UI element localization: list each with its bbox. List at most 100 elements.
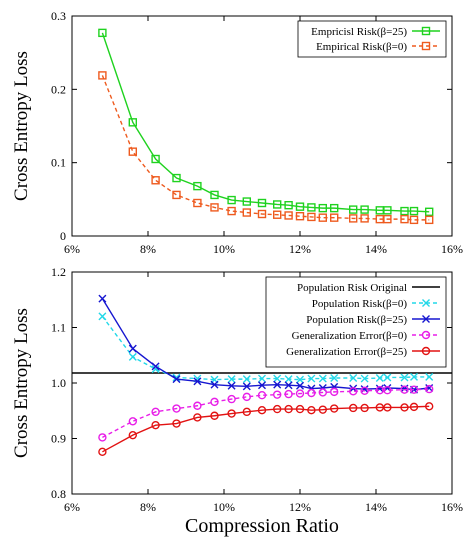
bottom-point-generalization-error-0 [128, 417, 138, 426]
top-axes: 6% 8% 10% 12% 14% 16% 0 0.1 0.2 0.3 [51, 9, 463, 256]
top-y-axis-label: Cross Entropy Loss [11, 51, 32, 201]
bottom-point-generalization-error-0 [400, 385, 409, 394]
bottom-series-line-population-risk-25 [101, 298, 430, 391]
bottom-point-generalization-error-0 [273, 390, 282, 399]
bottom-point-population-risk-25 [193, 377, 202, 386]
bottom-y-axis-label: Cross Entropy Loss [11, 308, 32, 458]
bottom-point-population-risk-0 [258, 374, 266, 383]
top-point-empirical-risk-0 [98, 71, 107, 80]
bottom-point-generalization-error-25 [210, 411, 219, 420]
top-point-empirical-risk-0 [257, 209, 267, 219]
top-point-empricisl-risk-25 [210, 190, 219, 200]
bottom-point-population-risk-25 [210, 380, 219, 389]
bottom-point-population-risk-0 [425, 372, 434, 381]
top-point-empirical-risk-0 [409, 215, 419, 225]
bottom-point-population-risk-0 [330, 374, 339, 382]
bottom-point-population-risk-0 [151, 365, 160, 374]
top-y-tick-label: 0.2 [51, 82, 66, 96]
top-point-empirical-risk-0 [295, 211, 305, 221]
top-legend-marker [421, 41, 431, 51]
bottom-point-generalization-error-25 [360, 403, 369, 413]
top-point-empricisl-risk-25 [193, 181, 202, 191]
top-x-tick-label: 6% [64, 242, 80, 256]
top-legend-box [297, 20, 447, 58]
bottom-legend-label: Generalization Error(β=0) [292, 330, 408, 342]
bottom-point-population-risk-25 [172, 375, 181, 384]
bottom-point-generalization-error-0 [284, 389, 293, 399]
bottom-legend-label: Generalization Error(β=25) [286, 346, 407, 358]
top-point-empricisl-risk-25 [330, 203, 339, 213]
top-point-empirical-risk-0 [273, 210, 282, 219]
top-point-empricisl-risk-25 [295, 202, 305, 211]
bottom-y-tick-label: 0.9 [51, 432, 66, 446]
bottom-point-population-risk-25 [273, 380, 282, 389]
bottom-point-generalization-error-25 [409, 402, 419, 412]
bottom-point-generalization-error-25 [295, 404, 305, 414]
top-point-empirical-risk-0 [210, 203, 219, 212]
bottom-point-population-risk-0 [296, 375, 304, 384]
bottom-point-generalization-error-0 [409, 385, 419, 394]
bottom-x-tick-label: 14% [365, 500, 387, 514]
bottom-y-tick-label: 1.1 [51, 321, 66, 335]
top-point-empirical-risk-0 [400, 214, 409, 224]
top-x-tick-label: 14% [365, 242, 387, 256]
bottom-point-population-risk-25 [151, 362, 160, 371]
bottom-point-generalization-error-0 [151, 407, 160, 417]
bottom-point-population-risk-25 [227, 381, 236, 390]
bottom-point-generalization-error-25 [330, 404, 339, 413]
top-point-empirical-risk-0 [227, 206, 236, 216]
top-point-empricisl-risk-25 [307, 203, 316, 212]
top-point-empricisl-risk-25 [360, 205, 369, 214]
bottom-point-population-risk-0 [242, 375, 251, 384]
top-point-empricisl-risk-25 [425, 207, 434, 217]
bottom-point-generalization-error-0 [295, 389, 305, 398]
top-point-empirical-risk-0 [128, 147, 138, 156]
top-x-tick-label: 12% [289, 242, 311, 256]
top-point-empirical-risk-0 [318, 213, 327, 222]
bottom-legend-marker [422, 299, 430, 307]
bottom-point-generalization-error-0 [307, 388, 316, 398]
bottom-point-generalization-error-25 [257, 405, 267, 415]
bottom-point-population-risk-25 [258, 381, 266, 390]
bottom-point-population-risk-0 [284, 375, 293, 384]
bottom-point-generalization-error-25 [98, 447, 107, 457]
bottom-point-generalization-error-0 [98, 433, 107, 442]
bottom-point-generalization-error-25 [349, 403, 358, 413]
bottom-point-generalization-error-0 [193, 401, 202, 410]
top-point-empricisl-risk-25 [242, 197, 252, 206]
top-point-empricisl-risk-25 [383, 206, 392, 215]
top-point-empirical-risk-0 [172, 190, 181, 200]
bottom-axes: 6% 8% 10% 12% 14% 16% 0.8 0.9 1.0 1.1 1.2 [51, 265, 463, 514]
top-point-empirical-risk-0 [425, 215, 434, 225]
bottom-point-population-risk-0 [273, 374, 282, 383]
bottom-x-tick-label: 16% [441, 500, 463, 514]
bottom-point-generalization-error-25 [242, 407, 252, 417]
bottom-point-generalization-error-25 [307, 405, 316, 415]
top-legend-marker [421, 26, 431, 36]
top-x-tick-label: 10% [213, 242, 235, 256]
top-legend-label: Empricisl Risk(β=25) [311, 26, 407, 38]
top-point-empirical-risk-0 [151, 176, 160, 185]
top-point-empirical-risk-0 [307, 212, 316, 222]
bottom-point-population-risk-25 [98, 294, 107, 303]
bottom-point-population-risk-0 [98, 312, 107, 321]
top-x-tick-label: 16% [441, 242, 463, 256]
bottom-point-population-risk-0 [400, 373, 409, 382]
bottom-legend: Population Risk Original Population Risk(… [265, 276, 447, 368]
bottom-point-population-risk-0 [383, 373, 392, 382]
bottom-point-generalization-error-0 [383, 386, 392, 395]
top-y-tick-label: 0.1 [51, 156, 66, 170]
bottom-legend-label: Population Risk(β=25) [306, 314, 407, 326]
bottom-legend-marker [422, 315, 430, 323]
bottom-point-generalization-error-25 [318, 405, 327, 414]
bottom-point-population-risk-0 [307, 374, 316, 383]
bottom-series-line-generalization-error-25 [102, 405, 430, 453]
top-point-empricisl-risk-25 [318, 203, 327, 213]
top-point-empirical-risk-0 [349, 214, 358, 223]
bottom-point-generalization-error-0 [330, 387, 339, 397]
top-point-empricisl-risk-25 [227, 195, 236, 205]
top-point-empirical-risk-0 [242, 208, 252, 217]
top-series-line-empirical-risk-0 [101, 75, 430, 221]
top-point-empirical-risk-0 [360, 214, 369, 223]
